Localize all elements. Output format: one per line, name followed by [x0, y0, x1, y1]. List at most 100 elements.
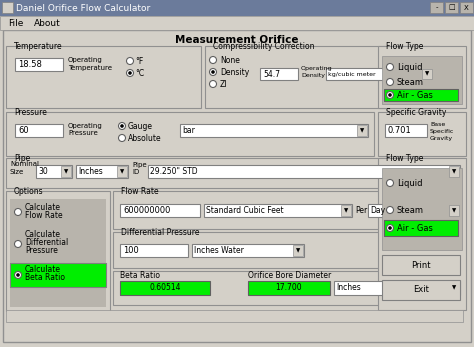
Text: Daniel Orifice Flow Calculator: Daniel Orifice Flow Calculator — [16, 3, 150, 12]
Text: Air - Gas: Air - Gas — [397, 223, 433, 232]
Circle shape — [386, 92, 393, 99]
Text: Density: Density — [220, 68, 249, 76]
Bar — [382, 255, 460, 275]
Text: Operating: Operating — [68, 57, 103, 63]
Circle shape — [211, 70, 215, 74]
Text: ▼: ▼ — [452, 208, 456, 213]
Text: Pipe: Pipe — [132, 162, 146, 168]
Text: Absolute: Absolute — [128, 134, 162, 143]
Circle shape — [118, 122, 126, 129]
Text: Size: Size — [10, 169, 24, 175]
Text: Flow Rate: Flow Rate — [25, 211, 63, 220]
Bar — [384, 89, 458, 101]
Bar — [368, 204, 460, 217]
Text: Beta Ratio: Beta Ratio — [120, 271, 160, 279]
Text: Nominal: Nominal — [10, 161, 39, 167]
Text: ▼: ▼ — [452, 286, 456, 290]
Bar — [10, 199, 106, 307]
Bar — [449, 205, 459, 216]
Bar — [6, 158, 464, 188]
Bar — [205, 46, 439, 108]
Text: Flow Type: Flow Type — [386, 153, 423, 162]
Text: Inches Water: Inches Water — [194, 246, 244, 255]
Circle shape — [15, 209, 21, 215]
Bar — [6, 191, 110, 311]
Bar — [0, 16, 474, 30]
Circle shape — [15, 240, 21, 247]
Bar — [113, 191, 464, 229]
Circle shape — [210, 57, 217, 64]
Circle shape — [386, 78, 393, 85]
Bar — [382, 280, 460, 300]
Bar — [248, 281, 330, 295]
Text: 100: 100 — [123, 246, 139, 255]
Text: ▼: ▼ — [344, 208, 348, 213]
Bar — [120, 204, 200, 217]
Text: Steam: Steam — [397, 205, 424, 214]
Circle shape — [386, 225, 393, 231]
Text: About: About — [34, 18, 61, 27]
Bar — [61, 166, 71, 177]
Circle shape — [120, 124, 124, 128]
Circle shape — [386, 179, 393, 186]
Text: Liquid: Liquid — [397, 178, 422, 187]
Text: °C: °C — [135, 68, 144, 77]
Text: Standard Cubic Feet: Standard Cubic Feet — [206, 206, 283, 215]
Circle shape — [16, 273, 20, 277]
Bar — [260, 68, 298, 80]
Bar — [449, 166, 459, 177]
Text: Operating: Operating — [301, 66, 333, 70]
Text: 30: 30 — [38, 167, 48, 176]
Bar — [382, 168, 462, 250]
Circle shape — [127, 58, 134, 65]
Text: Compressibility Correction: Compressibility Correction — [213, 42, 315, 51]
Text: Differential Pressure: Differential Pressure — [121, 228, 200, 237]
Circle shape — [386, 64, 393, 70]
Bar — [6, 112, 374, 156]
Text: Gauge: Gauge — [128, 121, 153, 130]
Text: 18.58: 18.58 — [18, 60, 42, 69]
Bar — [378, 112, 466, 156]
Text: Differential: Differential — [25, 237, 68, 246]
Text: Temperature: Temperature — [14, 42, 63, 51]
Text: ▼: ▼ — [120, 169, 124, 174]
Text: Calculate: Calculate — [25, 229, 61, 238]
Text: ZI: ZI — [220, 79, 228, 88]
Bar — [113, 271, 464, 305]
Text: Pipe: Pipe — [14, 153, 30, 162]
Bar — [120, 244, 188, 257]
Text: Gravity: Gravity — [430, 135, 453, 141]
Text: Orifice Bore Diameter: Orifice Bore Diameter — [248, 271, 331, 279]
Circle shape — [386, 206, 393, 213]
Text: ▼: ▼ — [360, 128, 364, 133]
Bar — [113, 232, 464, 268]
Bar — [293, 245, 303, 256]
Text: Specific Gravity: Specific Gravity — [386, 108, 447, 117]
Text: Print: Print — [411, 261, 431, 270]
Text: Options: Options — [14, 186, 44, 195]
Text: Exit: Exit — [413, 286, 429, 295]
Text: ▼: ▼ — [296, 248, 300, 253]
Text: 0.60514: 0.60514 — [149, 283, 181, 293]
Text: 600000000: 600000000 — [123, 206, 170, 215]
Text: Measurement Orifice: Measurement Orifice — [175, 35, 299, 45]
Circle shape — [118, 135, 126, 142]
Text: Calculate: Calculate — [25, 203, 61, 212]
Text: Inches: Inches — [78, 167, 103, 176]
Bar — [148, 165, 460, 178]
Bar — [385, 124, 427, 137]
Text: -: - — [435, 5, 438, 10]
Circle shape — [388, 93, 392, 97]
Bar — [422, 69, 432, 79]
Text: Beta Ratio: Beta Ratio — [25, 273, 65, 282]
Text: X: X — [464, 5, 469, 10]
Circle shape — [388, 226, 392, 230]
Text: Liquid: Liquid — [397, 62, 422, 71]
Text: Base: Base — [430, 121, 445, 127]
Bar — [378, 158, 466, 310]
Text: Flow Rate: Flow Rate — [121, 186, 159, 195]
Text: Pressure: Pressure — [25, 245, 58, 254]
Text: Air - Gas: Air - Gas — [397, 91, 433, 100]
Bar — [449, 282, 459, 294]
Bar — [357, 125, 367, 136]
